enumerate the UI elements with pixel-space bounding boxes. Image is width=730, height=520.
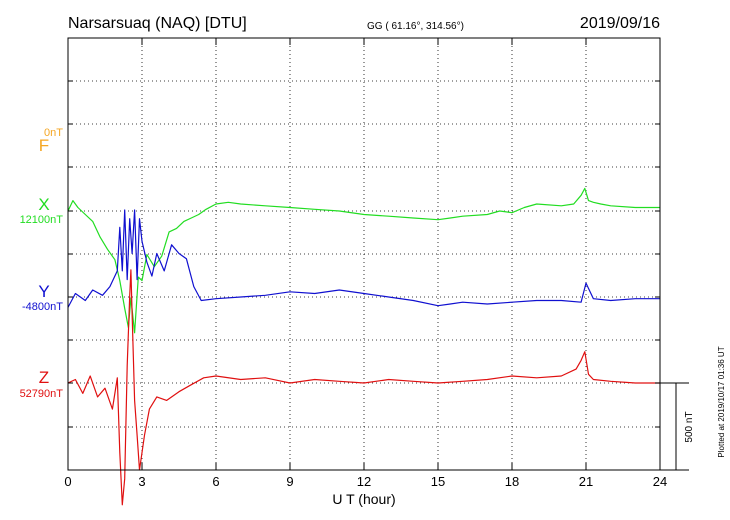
component-label-y: Y <box>38 282 49 301</box>
grid-lines <box>68 38 660 470</box>
x-tick-label: 24 <box>653 474 667 489</box>
x-tick-label: 0 <box>64 474 71 489</box>
series-y-line <box>67 209 660 308</box>
plot-frame <box>67 37 661 471</box>
series-z-line <box>67 269 660 506</box>
baseline-label-z: 52790nT <box>20 388 64 400</box>
plotted-timestamp: Plotted at 2019/10/17 01:36 UT <box>717 346 726 457</box>
baseline-label-x: 12100nT <box>20 214 64 226</box>
x-tick-label: 9 <box>286 474 293 489</box>
x-tick-label: 12 <box>357 474 371 489</box>
x-axis-title: U T (hour) <box>332 491 395 507</box>
component-label-f: F <box>39 136 49 155</box>
x-tick-label: 21 <box>579 474 593 489</box>
x-tick-label: 18 <box>505 474 519 489</box>
station-title: Narsarsuaq (NAQ) [DTU] <box>68 15 247 32</box>
x-tick-label: 6 <box>212 474 219 489</box>
date-label: 2019/09/16 <box>580 15 660 32</box>
station-coordinates: GG ( 61.16°, 314.56°) <box>367 21 464 32</box>
x-tick-label: 3 <box>138 474 145 489</box>
baseline-label-y: -4800nT <box>22 301 63 313</box>
x-tick-label: 15 <box>431 474 445 489</box>
trace-lines <box>67 187 660 506</box>
component-label-x: X <box>38 195 49 214</box>
scale-bar: 500 nT <box>660 382 695 471</box>
series-x-line <box>67 187 660 334</box>
baseline-label-f: 0nT <box>44 127 63 139</box>
scale-bar-label: 500 nT <box>684 411 695 442</box>
component-label-z: Z <box>39 368 49 387</box>
